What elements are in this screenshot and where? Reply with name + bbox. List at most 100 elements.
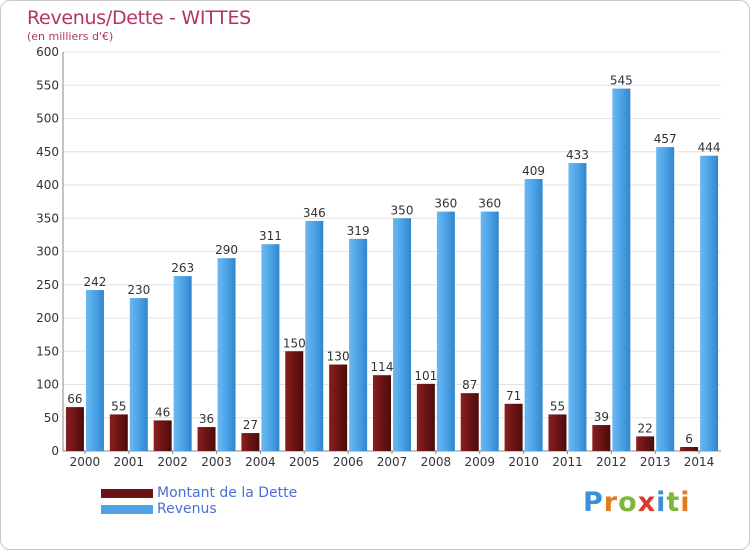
logo-letter: i bbox=[680, 487, 691, 518]
data-label-revenus: 409 bbox=[522, 164, 545, 178]
legend-swatch-dette bbox=[101, 488, 153, 498]
data-label-revenus: 230 bbox=[127, 283, 150, 297]
bar-revenus bbox=[524, 179, 543, 451]
data-label-revenus: 311 bbox=[259, 229, 282, 243]
bar-dette bbox=[65, 407, 84, 451]
bar-revenus bbox=[217, 258, 236, 451]
y-tick-label: 200 bbox=[36, 311, 59, 325]
legend: Montant de la Dette Revenus bbox=[101, 485, 297, 517]
logo-letter: t bbox=[666, 487, 681, 518]
x-tick-label: 2013 bbox=[640, 455, 671, 469]
y-tick-label: 600 bbox=[36, 45, 59, 59]
bar-revenus bbox=[480, 211, 499, 451]
data-label-dette: 6 bbox=[685, 432, 693, 446]
chart-title: Revenus/Dette - WITTES bbox=[27, 7, 251, 29]
data-label-dette: 101 bbox=[414, 369, 437, 383]
logo-letter: i bbox=[656, 487, 667, 518]
data-label-revenus: 263 bbox=[171, 261, 194, 275]
data-label-revenus: 350 bbox=[391, 203, 414, 217]
bar-revenus bbox=[85, 290, 104, 451]
data-label-revenus: 457 bbox=[654, 132, 677, 146]
y-tick-label: 100 bbox=[36, 378, 59, 392]
data-label-dette: 55 bbox=[111, 399, 126, 413]
data-label-revenus: 346 bbox=[303, 206, 326, 220]
x-tick-label: 2004 bbox=[245, 455, 276, 469]
bar-revenus bbox=[700, 155, 719, 452]
legend-label-dette: Montant de la Dette bbox=[157, 485, 298, 501]
x-tick-label: 2011 bbox=[552, 455, 583, 469]
data-label-dette: 55 bbox=[550, 399, 565, 413]
x-tick-label: 2009 bbox=[464, 455, 495, 469]
data-label-revenus: 444 bbox=[698, 141, 721, 155]
data-label-dette: 66 bbox=[67, 392, 82, 406]
data-label-revenus: 360 bbox=[434, 197, 457, 211]
legend-item-dette: Montant de la Dette bbox=[101, 485, 297, 501]
y-tick-label: 450 bbox=[36, 145, 59, 159]
bar-dette bbox=[504, 403, 523, 451]
bar-dette bbox=[416, 383, 435, 451]
legend-item-revenus: Revenus bbox=[101, 501, 297, 517]
bar-revenus bbox=[129, 298, 148, 451]
y-tick-label: 400 bbox=[36, 178, 59, 192]
x-tick-label: 2008 bbox=[421, 455, 452, 469]
data-label-revenus: 319 bbox=[347, 224, 370, 238]
x-tick-label: 2007 bbox=[377, 455, 408, 469]
data-label-dette: 71 bbox=[506, 389, 521, 403]
bar-dette bbox=[109, 414, 128, 451]
x-tick-label: 2000 bbox=[70, 455, 101, 469]
data-label-revenus: 360 bbox=[478, 197, 501, 211]
bar-revenus bbox=[173, 276, 192, 451]
bar-revenus bbox=[305, 220, 324, 451]
bar-dette bbox=[636, 436, 655, 451]
bar-dette bbox=[592, 425, 611, 451]
bar-dette bbox=[197, 427, 216, 451]
data-label-dette: 27 bbox=[243, 418, 258, 432]
data-label-dette: 130 bbox=[327, 350, 350, 364]
data-label-dette: 36 bbox=[199, 412, 214, 426]
bar-dette bbox=[153, 420, 172, 451]
bar-revenus bbox=[612, 88, 631, 451]
bar-revenus bbox=[261, 244, 280, 451]
x-tick-label: 2002 bbox=[157, 455, 188, 469]
legend-label-revenus: Revenus bbox=[157, 501, 217, 517]
data-label-dette: 87 bbox=[462, 378, 477, 392]
x-tick-label: 2003 bbox=[201, 455, 232, 469]
data-label-dette: 150 bbox=[283, 336, 306, 350]
x-tick-label: 2012 bbox=[596, 455, 627, 469]
y-tick-label: 300 bbox=[36, 245, 59, 259]
y-tick-label: 350 bbox=[36, 211, 59, 225]
data-label-revenus: 433 bbox=[566, 148, 589, 162]
bar-dette bbox=[460, 393, 479, 451]
x-tick-label: 2001 bbox=[114, 455, 145, 469]
y-tick-label: 150 bbox=[36, 344, 59, 358]
bar-chart: 0 50 100 150 200 250 300 350 400 450 500 550 600 66 24… bbox=[36, 45, 721, 469]
y-tick-label: 50 bbox=[44, 411, 59, 425]
data-label-revenus: 290 bbox=[215, 243, 238, 257]
y-tick-label: 0 bbox=[51, 444, 59, 458]
data-label-dette: 39 bbox=[594, 410, 609, 424]
proxiti-logo: Proxiti bbox=[583, 487, 691, 518]
y-tick-label: 250 bbox=[36, 278, 59, 292]
x-tick-label: 2014 bbox=[684, 455, 715, 469]
bar-revenus bbox=[393, 218, 411, 451]
data-label-revenus: 242 bbox=[83, 275, 106, 289]
bar-dette bbox=[548, 414, 567, 451]
bar-revenus bbox=[436, 211, 455, 451]
bar-dette bbox=[241, 433, 260, 451]
data-label-dette: 22 bbox=[638, 421, 653, 435]
x-tick-label: 2010 bbox=[508, 455, 539, 469]
data-label-dette: 114 bbox=[371, 360, 394, 374]
data-label-dette: 46 bbox=[155, 405, 170, 419]
x-tick-label: 2006 bbox=[333, 455, 364, 469]
bar-dette bbox=[680, 447, 699, 451]
legend-swatch-revenus bbox=[101, 504, 153, 514]
data-label-revenus: 545 bbox=[610, 74, 633, 88]
bar-dette bbox=[285, 351, 304, 451]
x-tick-label: 2005 bbox=[289, 455, 320, 469]
bar-revenus bbox=[568, 163, 587, 451]
bar-dette bbox=[329, 364, 348, 451]
logo-letter: x bbox=[637, 487, 657, 518]
bar-dette bbox=[373, 375, 391, 451]
y-tick-label: 500 bbox=[36, 112, 59, 126]
